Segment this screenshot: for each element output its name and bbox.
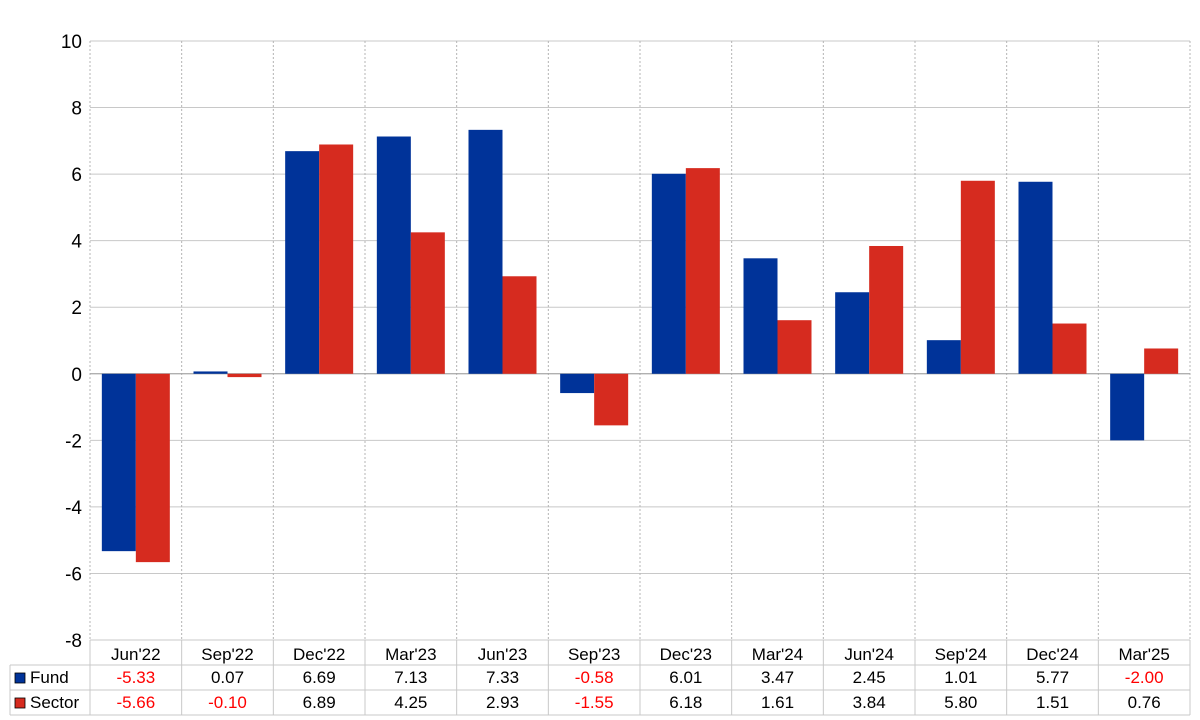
y-tick-label: -2 xyxy=(65,431,82,452)
bar-fund xyxy=(468,129,503,374)
data-table: Jun'22 Sep'22 Dec'22 Mar'23 Jun'23 Sep'23 Dec'… xyxy=(9,640,1191,716)
data-label: -5.66 xyxy=(116,693,155,712)
data-label: 4.25 xyxy=(394,693,427,712)
bar-sector xyxy=(685,168,720,374)
bar-fund xyxy=(835,292,870,374)
bar-sector xyxy=(594,373,629,426)
data-label: 6.18 xyxy=(669,693,702,712)
category-label: Sep'23 xyxy=(568,645,620,664)
data-label: -5.33 xyxy=(116,668,155,687)
bar-fund xyxy=(1110,373,1145,441)
data-label: 7.33 xyxy=(486,668,519,687)
category-label: Sep'22 xyxy=(201,645,253,664)
category-label: Dec'24 xyxy=(1026,645,1078,664)
y-tick-label: 10 xyxy=(61,32,82,53)
bar-sector xyxy=(410,232,445,374)
y-tick-label: 2 xyxy=(71,298,82,319)
legend-label-fund: Fund xyxy=(30,668,69,687)
data-label: 5.77 xyxy=(1036,668,1069,687)
bar-sector xyxy=(960,180,995,374)
data-label: 0.76 xyxy=(1128,693,1161,712)
data-label: -0.10 xyxy=(208,693,247,712)
category-label: Jun'23 xyxy=(478,645,528,664)
data-label: 1.01 xyxy=(944,668,977,687)
category-label: Mar'23 xyxy=(385,645,436,664)
category-label: Jun'22 xyxy=(111,645,161,664)
bar-sector xyxy=(319,144,354,374)
bar-sector xyxy=(1052,323,1087,374)
category-label: Mar'24 xyxy=(752,645,803,664)
legend-label-sector: Sector xyxy=(30,693,79,712)
bar-sector xyxy=(1144,348,1179,374)
legend-swatch-sector xyxy=(14,697,26,709)
data-label: 6.01 xyxy=(669,668,702,687)
bar-sector xyxy=(227,373,262,378)
data-label: 0.07 xyxy=(211,668,244,687)
data-label: 1.51 xyxy=(1036,693,1069,712)
category-label: Dec'23 xyxy=(660,645,712,664)
bar-fund xyxy=(376,136,411,374)
y-tick-label: -6 xyxy=(65,564,82,585)
data-label: 3.84 xyxy=(853,693,886,712)
data-label: 7.13 xyxy=(394,668,427,687)
data-label: 2.93 xyxy=(486,693,519,712)
data-label: 3.47 xyxy=(761,668,794,687)
y-tick-label: 8 xyxy=(71,99,82,120)
bar-sector xyxy=(502,276,537,374)
y-tick-label: 4 xyxy=(71,232,82,253)
bar-fund xyxy=(651,173,686,374)
bar-sector xyxy=(777,320,812,374)
data-label: -0.58 xyxy=(575,668,614,687)
data-label: 1.61 xyxy=(761,693,794,712)
bar-fund xyxy=(560,373,595,394)
y-tick-label: 0 xyxy=(71,365,82,386)
y-tick-label: -8 xyxy=(65,631,82,652)
data-label: 2.45 xyxy=(853,668,886,687)
bar-fund xyxy=(101,373,136,552)
category-label: Mar'25 xyxy=(1118,645,1169,664)
bars xyxy=(101,129,1179,563)
category-label: Dec'22 xyxy=(293,645,345,664)
data-label: 5.80 xyxy=(944,693,977,712)
bar-fund xyxy=(743,258,778,374)
data-label: 6.69 xyxy=(303,668,336,687)
y-axis: -8 -6 -4 -2 0 2 4 6 8 10 xyxy=(61,32,83,652)
y-tick-label: 6 xyxy=(71,165,82,186)
data-label: -1.55 xyxy=(575,693,614,712)
legend-swatch-fund xyxy=(14,672,26,684)
category-label: Sep'24 xyxy=(935,645,987,664)
data-label: -2.00 xyxy=(1125,668,1164,687)
bar-fund xyxy=(193,371,228,374)
bar-fund xyxy=(926,340,961,374)
bar-sector xyxy=(135,373,170,563)
data-label: 6.89 xyxy=(303,693,336,712)
category-label: Jun'24 xyxy=(844,645,894,664)
bar-sector xyxy=(869,245,904,374)
bar-fund xyxy=(285,151,320,374)
y-tick-label: -4 xyxy=(65,498,82,519)
grid-lines xyxy=(89,40,1191,641)
bar-fund xyxy=(1018,181,1053,374)
